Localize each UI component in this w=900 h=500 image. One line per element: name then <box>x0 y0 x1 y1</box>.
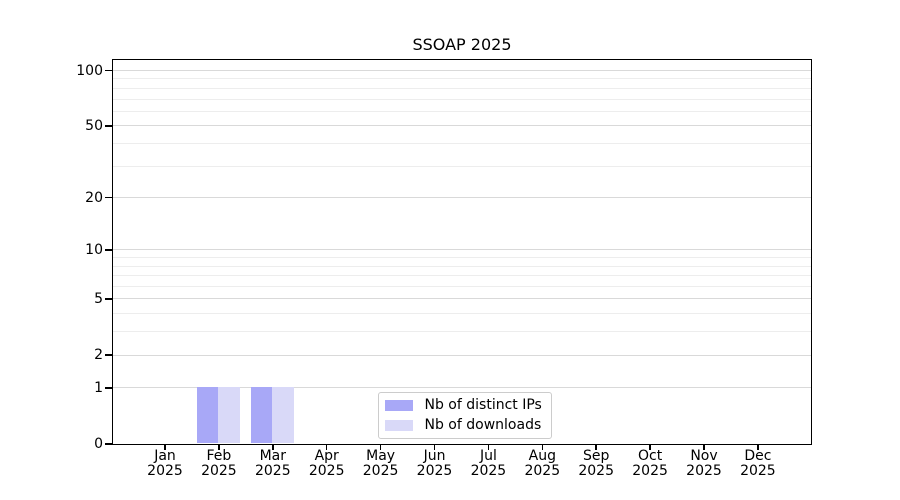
y-tick-label-1: 1 <box>94 379 103 396</box>
bar-nb-of-downloads-feb-2025 <box>218 387 241 444</box>
y-tick-label-10: 10 <box>85 241 103 258</box>
x-tick-mark-apr-2025 <box>325 444 328 450</box>
y-tick-mark-50 <box>105 125 112 127</box>
legend-label-downloads: Nb of downloads <box>424 417 542 433</box>
y-tick-mark-1 <box>105 387 112 389</box>
gridline-minor-3 <box>112 331 811 333</box>
x-tick-label-jul-2025: Jul 2025 <box>470 448 507 479</box>
y-tick-mark-5 <box>105 298 112 300</box>
y-tick-label-20: 20 <box>85 189 103 206</box>
y-tick-label-2: 2 <box>94 347 103 364</box>
x-tick-mark-sep-2025 <box>595 444 597 450</box>
y-tick-mark-2 <box>105 354 112 356</box>
legend-label-distinct-ips: Nb of distinct IPs <box>424 397 542 413</box>
x-tick-label-feb-2025: Feb 2025 <box>201 448 237 479</box>
gridline-major-100 <box>112 70 811 71</box>
gridline-minor-9 <box>112 257 811 259</box>
y-tick-mark-0 <box>105 443 112 445</box>
gridline-minor-4 <box>112 313 811 315</box>
x-tick-mark-jun-2025 <box>433 444 436 450</box>
x-tick-label-aug-2025: Aug 2025 <box>524 448 561 479</box>
y-tick-label-100: 100 <box>76 62 103 79</box>
gridline-minor-40 <box>112 142 811 144</box>
x-tick-mark-dec-2025 <box>757 444 759 450</box>
gridline-minor-90 <box>112 78 811 80</box>
legend-swatch-distinct-ips <box>384 399 413 411</box>
x-tick-label-jan-2025: Jan 2025 <box>147 448 183 479</box>
bar-nb-of-distinct-ips-mar-2025 <box>250 387 273 444</box>
x-tick-label-mar-2025: Mar 2025 <box>254 448 291 479</box>
chart-title: SSOAP 2025 <box>412 35 512 54</box>
y-tick-mark-10 <box>105 249 112 251</box>
x-tick-mark-nov-2025 <box>703 444 705 450</box>
gridline-minor-8 <box>112 265 811 267</box>
x-tick-mark-jan-2025 <box>164 444 166 450</box>
gridline-minor-70 <box>112 98 811 100</box>
y-tick-mark-100 <box>105 69 112 72</box>
y-tick-mark-20 <box>105 196 112 199</box>
x-tick-label-sep-2025: Sep 2025 <box>578 448 614 479</box>
gridline-minor-6 <box>112 286 811 288</box>
y-tick-label-5: 5 <box>94 290 103 307</box>
x-tick-mark-aug-2025 <box>541 444 544 450</box>
legend-swatch-downloads <box>384 419 413 431</box>
x-tick-label-may-2025: May 2025 <box>362 448 399 479</box>
gridline-major-50 <box>112 125 811 127</box>
x-tick-mark-feb-2025 <box>218 444 220 450</box>
y-tick-label-0: 0 <box>94 436 103 452</box>
x-tick-mark-oct-2025 <box>649 444 651 450</box>
x-tick-label-dec-2025: Dec 2025 <box>740 448 776 479</box>
x-tick-label-nov-2025: Nov 2025 <box>686 448 722 479</box>
bar-nb-of-distinct-ips-feb-2025 <box>196 387 219 444</box>
x-tick-label-jun-2025: Jun 2025 <box>416 448 453 479</box>
gridline-minor-80 <box>112 87 811 89</box>
x-tick-label-oct-2025: Oct 2025 <box>632 448 668 479</box>
gridline-major-1 <box>112 387 811 389</box>
gridline-major-10 <box>112 249 811 251</box>
x-tick-mark-mar-2025 <box>272 444 274 450</box>
y-tick-label-50: 50 <box>85 117 103 134</box>
gridline-minor-60 <box>112 110 811 112</box>
plot-area: Nb of distinct IPs Nb of downloads <box>111 58 812 445</box>
gridline-minor-7 <box>112 275 811 277</box>
legend-item-downloads: Nb of downloads <box>384 417 542 434</box>
gridline-major-2 <box>112 354 811 356</box>
bar-nb-of-downloads-mar-2025 <box>272 387 295 444</box>
legend: Nb of distinct IPs Nb of downloads <box>377 391 552 439</box>
x-tick-mark-may-2025 <box>379 444 382 450</box>
gridline-major-20 <box>112 197 811 199</box>
gridline-minor-30 <box>112 165 811 167</box>
x-tick-mark-jul-2025 <box>487 444 490 450</box>
x-tick-label-apr-2025: Apr 2025 <box>308 448 345 479</box>
gridline-major-5 <box>112 298 811 300</box>
legend-item-distinct-ips: Nb of distinct IPs <box>384 397 542 414</box>
